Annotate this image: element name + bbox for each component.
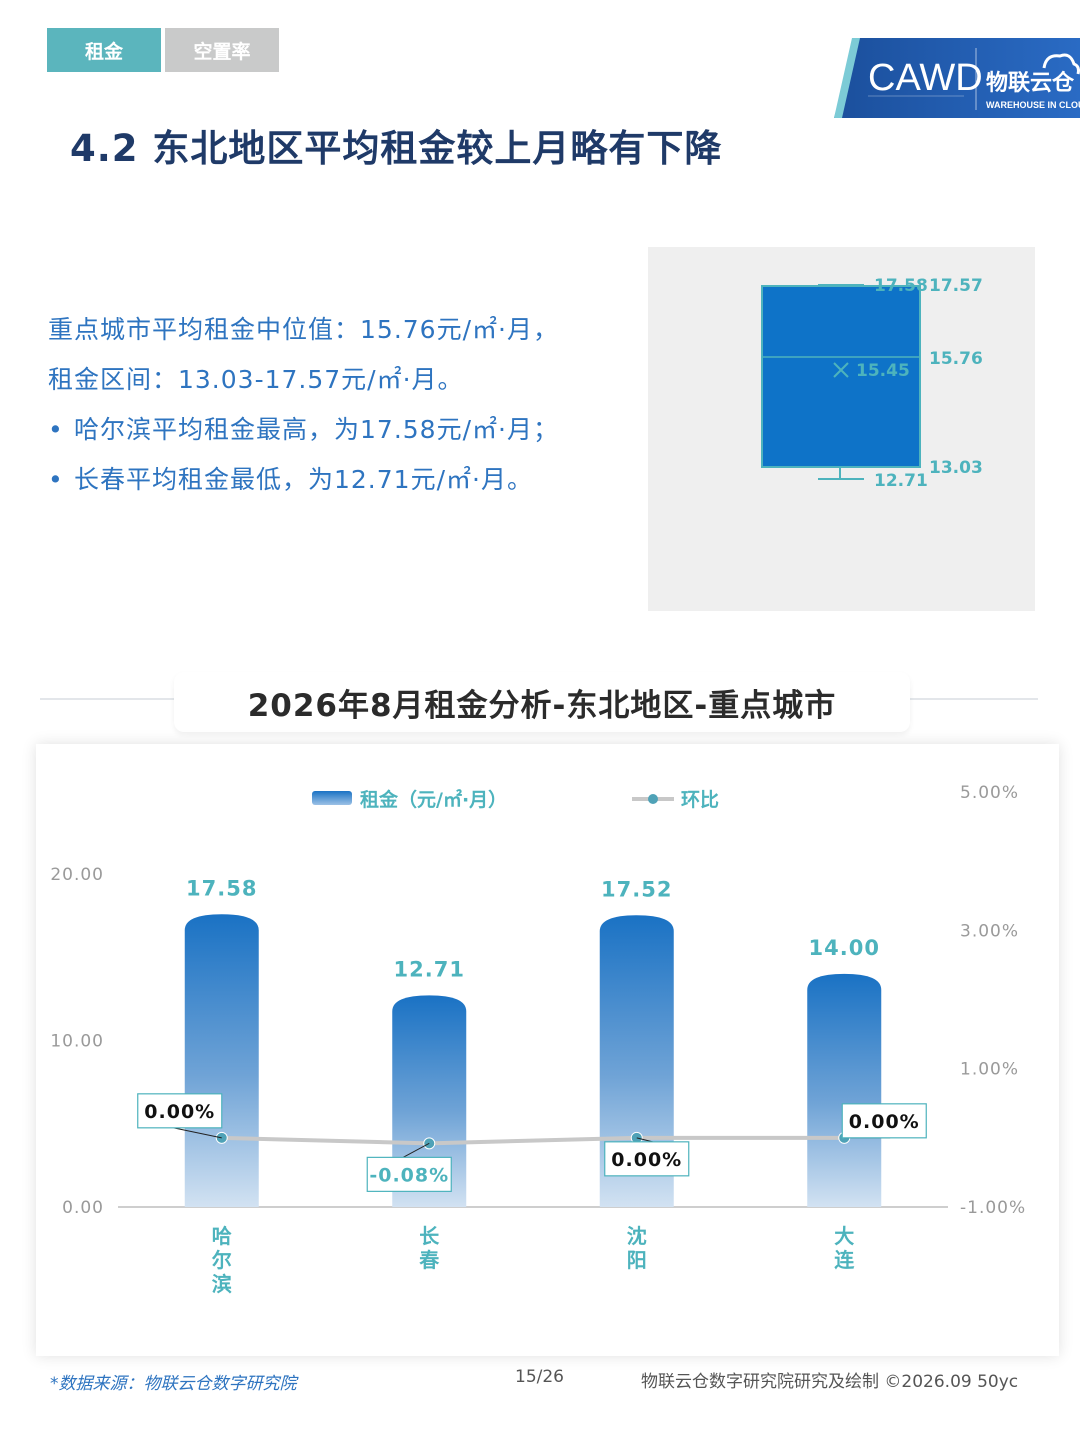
section-divider-right (910, 698, 1038, 700)
summary-bullet-highest-text: 哈尔滨平均租金最高，为17.58元/㎡·月； (74, 415, 559, 444)
boxplot-mean-label: 15.45 (856, 361, 910, 381)
bar-3 (807, 973, 882, 1207)
boxplot-median-label: 15.76 (929, 349, 983, 369)
mom-label-text: 0.00% (849, 1111, 920, 1133)
y2-tick-label: 5.00% (960, 783, 1019, 803)
x-category-label: 连 (834, 1248, 855, 1272)
mom-label: -0.08% (366, 1142, 452, 1192)
x-category-label: 大 (834, 1224, 854, 1248)
y2-tick-label: 1.00% (960, 1060, 1019, 1080)
mom-label-text: 0.00% (611, 1149, 682, 1171)
chart-card: 租金（元/㎡·月） 环比 0.00 10.00 20.00 -1.00% 1.00% 3.… (36, 744, 1059, 1356)
page-title: 4.2 东北地区平均租金较上月略有下降 (70, 127, 723, 170)
x-category-label: 阳 (627, 1248, 647, 1272)
mom-label-text: 0.00% (144, 1101, 215, 1123)
mom-label-box (604, 1141, 690, 1177)
section-title: 2026年8月租金分析-东北地区-重点城市 (247, 687, 837, 724)
mom-label-box (366, 1156, 452, 1192)
boxplot-max-label: 17.58 (874, 276, 928, 296)
summary-bullet-lowest-text: 长春平均租金最低，为12.71元/㎡·月。 (74, 465, 533, 494)
summary-line-range: 租金区间：13.03-17.57元/㎡·月。 (48, 365, 464, 394)
logo-background (834, 38, 1080, 118)
bar-0 (184, 914, 259, 1207)
mom-label-box (841, 1103, 927, 1139)
boxplot-mean-marker (833, 362, 849, 378)
y-tick-label: 0.00 (62, 1198, 104, 1218)
section-title-box: 2026年8月租金分析-东北地区-重点城市 (174, 672, 910, 732)
summary-bullet-highest: • 哈尔滨平均租金最高，为17.58元/㎡·月； (48, 405, 638, 455)
y2-tick-label: 3.00% (960, 921, 1019, 941)
logo-brand-text: 物联云仓 (986, 70, 1075, 96)
mom-point (215, 1131, 228, 1144)
logo-cawd-text: CAWD (868, 57, 983, 99)
legend-line-label: 环比 (681, 789, 719, 811)
y-tick-label: 10.00 (50, 1032, 104, 1052)
logo-stripe (834, 38, 860, 118)
legend-bar-label: 租金（元/㎡·月） (360, 788, 507, 811)
boxplot-min-label: 12.71 (874, 471, 928, 491)
mom-line (221, 1135, 845, 1146)
tab-vacancy[interactable]: 空置率 (165, 28, 279, 72)
mom-label: 0.00% (604, 1137, 690, 1177)
bar-value-label: 12.71 (394, 957, 465, 981)
x-category-label: 滨 (212, 1272, 232, 1296)
boxplot-box (761, 285, 921, 468)
y2-tick-label: -1.00% (960, 1198, 1026, 1218)
x-category-label: 尔 (212, 1248, 232, 1272)
rent-chart: 租金（元/㎡·月） 环比 0.00 10.00 20.00 -1.00% 1.00% 3.… (50, 783, 1026, 1296)
x-category-label: 长 (419, 1224, 440, 1248)
legend-line-marker (648, 794, 658, 804)
footer-credit: 物联云仓数字研究院研究及绘制 ©2026.09 50yc (641, 1372, 1019, 1392)
legend-bar-swatch (312, 791, 352, 805)
boxplot-q1-label: 13.03 (929, 458, 983, 478)
y-tick-label: 20.00 (50, 865, 104, 885)
bar-value-label: 17.52 (601, 877, 672, 901)
bar-value-label: 14.00 (809, 936, 880, 960)
summary-bullet-lowest: • 长春平均租金最低，为12.71元/㎡·月。 (48, 455, 638, 505)
tab-rent[interactable]: 租金 (47, 28, 161, 72)
mom-label-box (137, 1093, 223, 1129)
chart-legend: 租金（元/㎡·月） 环比 (312, 788, 719, 811)
summary-line-median: 重点城市平均租金中位值：15.76元/㎡·月， (48, 315, 559, 344)
summary-text: 重点城市平均租金中位值：15.76元/㎡·月， 租金区间：13.03-17.57… (48, 305, 638, 505)
x-category-label: 哈 (212, 1224, 232, 1248)
section-divider-left (40, 698, 174, 700)
bar-2 (599, 915, 674, 1207)
boxplot-q3-label: 17.57 (929, 276, 983, 296)
x-category-label: 沈 (627, 1224, 647, 1248)
logo-brand-subtext: WAREHOUSE IN CLOUD (986, 100, 1080, 110)
mom-label-text: -0.08% (369, 1164, 449, 1186)
bar-1 (392, 995, 467, 1207)
boxplot-panel: 17.58 17.57 15.76 15.45 13.03 12.71 (648, 247, 1035, 611)
cloud-icon (1042, 53, 1080, 75)
bar-value-label: 17.58 (186, 876, 257, 900)
page-number: 15/26 (515, 1367, 564, 1387)
mom-label: 0.00% (137, 1093, 223, 1139)
footer-source: *数据来源：物联云仓数字研究院 (50, 1374, 297, 1394)
mom-label: 0.00% (841, 1103, 927, 1139)
x-category-label: 春 (418, 1248, 440, 1272)
logo: CAWD 物联云仓 WAREHOUSE IN CLOUD (834, 38, 1080, 118)
